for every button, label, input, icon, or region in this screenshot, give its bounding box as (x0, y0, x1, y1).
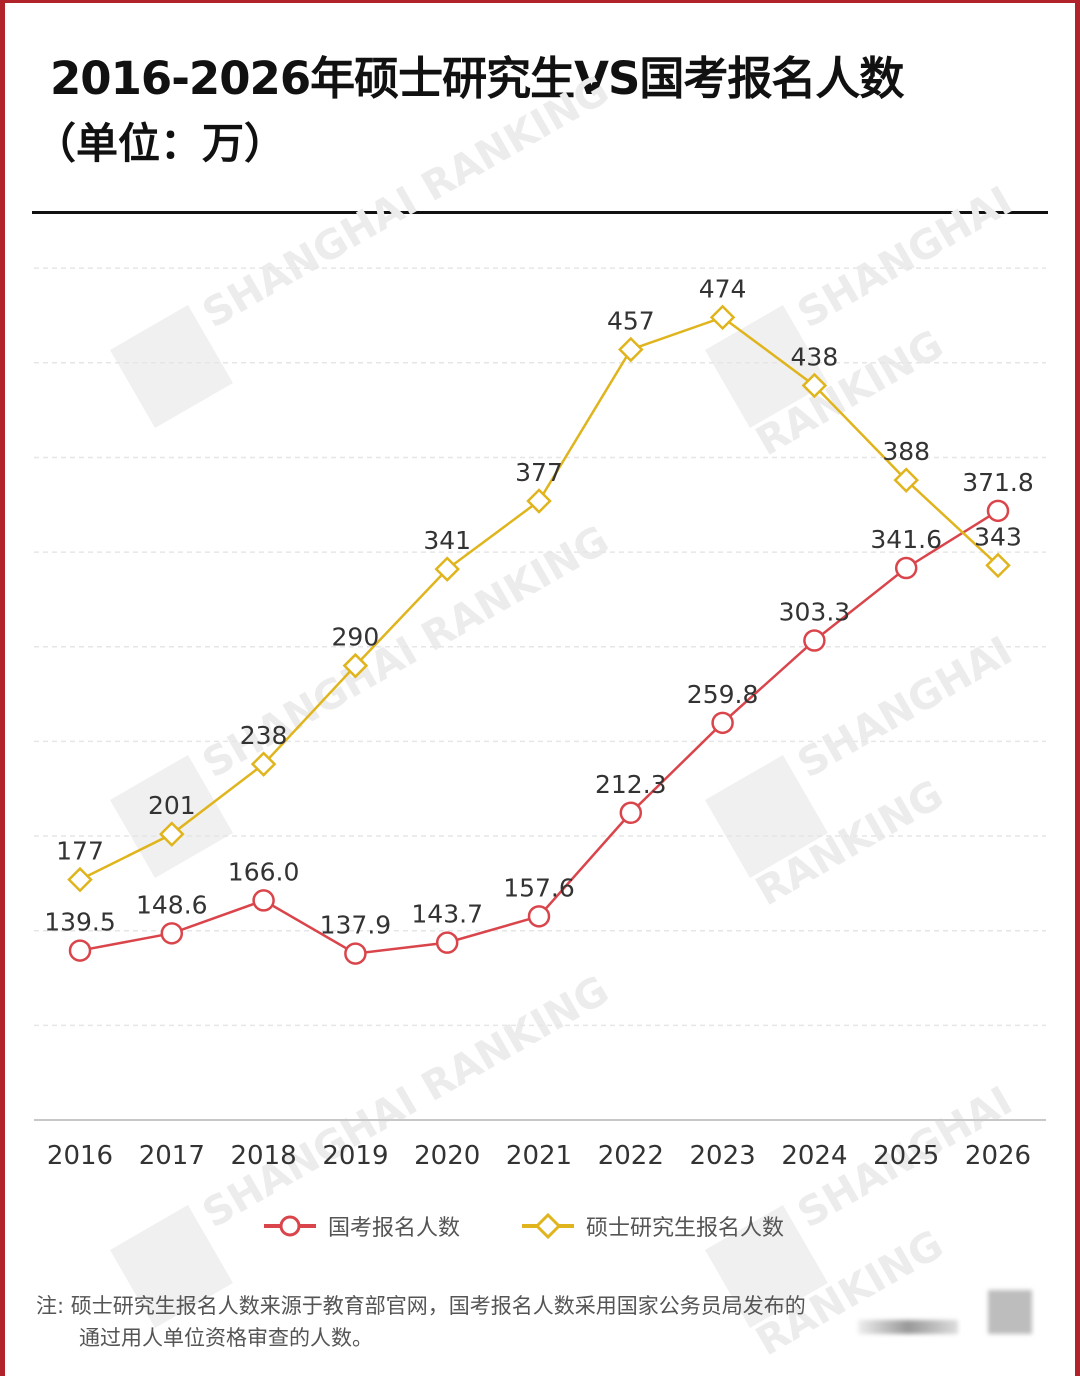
circle-marker-icon (894, 556, 918, 580)
x-tick-label: 2017 (139, 1141, 205, 1171)
footnote-line-2: 通过用人单位资格审查的人数。 (79, 1326, 373, 1350)
diamond-marker-icon (618, 336, 644, 363)
circle-marker-icon (344, 942, 367, 965)
data-label: 371.8 (962, 468, 1034, 497)
data-label: 139.5 (44, 908, 116, 937)
circle-marker-icon (252, 889, 275, 912)
data-label: 201 (148, 791, 196, 820)
circle-marker-icon (619, 801, 643, 825)
diamond-marker-icon (434, 556, 460, 582)
circle-marker-icon (803, 629, 826, 652)
data-label: 377 (515, 458, 563, 487)
data-label: 290 (332, 623, 380, 652)
diamond-marker-icon (893, 467, 919, 493)
diamond-marker-icon (526, 488, 552, 514)
legend-item-civil-exam[interactable]: 国考报名人数 (262, 1210, 460, 1242)
circle-marker-icon (986, 499, 1010, 523)
diamond-marker-icon (250, 751, 277, 777)
diamond-marker-icon (801, 372, 828, 399)
diamond-marker-icon (522, 1212, 575, 1240)
data-label: 157.6 (503, 873, 575, 902)
data-label: 166.0 (228, 857, 300, 886)
legend-label: 硕士研究生报名人数 (586, 1216, 785, 1241)
circle-marker-icon (68, 939, 92, 962)
circle-marker-icon (435, 931, 459, 954)
data-label: 474 (699, 274, 747, 303)
series-line (79, 315, 999, 881)
chart-legend: 国考报名人数 硕士研究生报名人数 (262, 1210, 844, 1242)
data-label: 303.3 (779, 598, 851, 627)
x-tick-label: 2025 (873, 1141, 939, 1171)
legend-label: 国考报名人数 (328, 1216, 461, 1241)
x-tick-label: 2024 (781, 1141, 847, 1171)
legend-item-postgrad[interactable]: 硕士研究生报名人数 (520, 1210, 784, 1242)
footnote: 注: 硕士研究生报名人数来源于教育部官网，国考报名人数采用国家公务员局发布的 通… (36, 1290, 1036, 1354)
data-label: 212.3 (595, 770, 667, 799)
data-label: 259.8 (687, 680, 759, 709)
line-chart: 2016 2017 2018 2019 2020 2021 2022 2023 2024 2025… (34, 267, 1046, 1171)
data-label: 238 (240, 721, 288, 750)
data-label: 177 (56, 837, 104, 866)
diamond-marker-icon (159, 821, 185, 847)
x-tick-label: 2021 (506, 1141, 572, 1171)
diamond-marker-icon (67, 866, 93, 893)
diamond-marker-icon (985, 552, 1011, 579)
data-label: 341 (423, 526, 471, 555)
x-tick-label: 2018 (231, 1141, 297, 1171)
x-tick-label: 2023 (690, 1141, 756, 1171)
data-label: 438 (791, 343, 839, 372)
x-tick-label: 2020 (414, 1141, 480, 1171)
data-label: 341.6 (870, 525, 942, 554)
circle-marker-icon (160, 922, 184, 945)
title-divider (32, 211, 1048, 214)
chart-subtitle: （单位：万） (34, 119, 287, 168)
data-label: 457 (607, 307, 655, 336)
blurred-region (858, 1320, 958, 1334)
diamond-marker-icon (709, 304, 736, 331)
data-label: 137.9 (320, 911, 392, 940)
x-tick-label: 2016 (47, 1141, 113, 1171)
circle-marker-icon (264, 1215, 316, 1237)
x-tick-label: 2026 (965, 1141, 1031, 1171)
blurred-region (988, 1290, 1032, 1334)
chart-title: 2016-2026年硕士研究生VS国考报名人数 (50, 52, 904, 105)
circle-marker-icon (711, 711, 734, 735)
data-label: 343 (974, 522, 1022, 551)
data-label: 143.7 (411, 900, 483, 929)
x-tick-label: 2019 (322, 1141, 388, 1171)
data-label: 388 (882, 437, 930, 466)
x-tick-label: 2022 (598, 1141, 664, 1171)
circle-marker-icon (527, 905, 551, 928)
data-label: 148.6 (136, 890, 208, 919)
diamond-marker-icon (342, 652, 369, 679)
footnote-line-1: 注: 硕士研究生报名人数来源于教育部官网，国考报名人数采用国家公务员局发布的 (36, 1294, 806, 1318)
